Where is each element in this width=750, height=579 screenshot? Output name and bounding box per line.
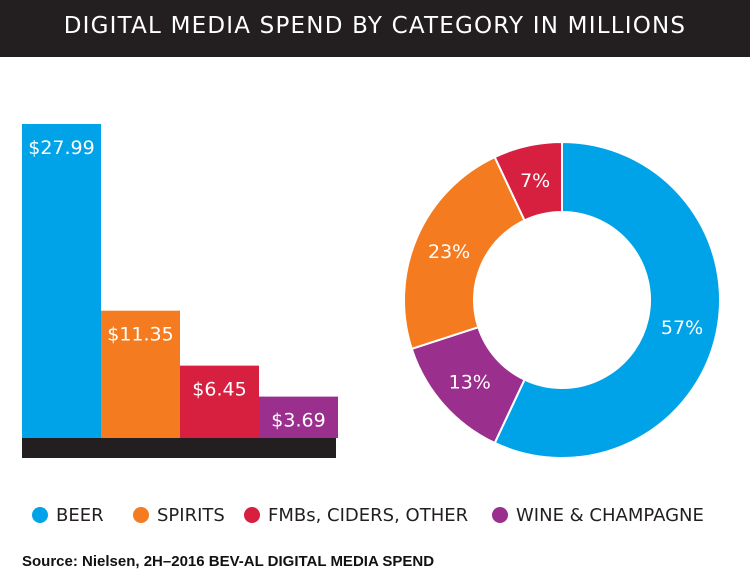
- legend-item-wine: WINE & CHAMPAGNE: [492, 500, 704, 530]
- donut-label-spirits: 23%: [428, 241, 470, 263]
- bar-beer: [22, 124, 101, 438]
- bar-label-fmbs-ciders-other: $6.45: [192, 379, 246, 401]
- bar-label-spirits: $11.35: [107, 324, 173, 346]
- bar-chart: $27.99 $11.35 $6.45 $3.69: [22, 124, 338, 458]
- donut-slice-beer: [493, 140, 721, 459]
- legend: BEER SPIRITS FMBs, CIDERS, OTHER WINE & …: [0, 500, 750, 530]
- legend-label-spirits: SPIRITS: [157, 504, 225, 526]
- bar-baseline: [22, 438, 336, 458]
- header-bar: DIGITAL MEDIA SPEND BY CATEGORY IN MILLI…: [0, 0, 750, 57]
- legend-item-beer: BEER: [32, 500, 104, 530]
- chart-title: DIGITAL MEDIA SPEND BY CATEGORY IN MILLI…: [63, 13, 687, 39]
- legend-item-spirits: SPIRITS: [133, 500, 225, 530]
- legend-swatch-wine: [492, 507, 508, 523]
- legend-swatch-beer: [32, 507, 48, 523]
- legend-swatch-fmbs: [244, 507, 260, 523]
- donut-label-fmbs-ciders-other: 7%: [520, 170, 550, 192]
- bar-spirits: [101, 310, 180, 438]
- bar-label-beer: $27.99: [28, 137, 94, 159]
- source-note: Source: Nielsen, 2H–2016 BEV-AL DIGITAL …: [22, 553, 435, 570]
- legend-label-beer: BEER: [56, 504, 104, 526]
- donut-label-beer: 57%: [661, 317, 703, 339]
- legend-swatch-spirits: [133, 507, 149, 523]
- donut-label-wine-champagne: 13%: [449, 371, 491, 393]
- donut-chart: 57% 13% 23% 7%: [403, 140, 721, 459]
- chart-canvas: $27.99 $11.35 $6.45 $3.69 57% 13% 23% 7%: [22, 124, 721, 459]
- donut-slice-fmbs-ciders-other: [493, 140, 563, 222]
- bar-wine-champagne: [259, 396, 338, 438]
- donut-slice-spirits: [403, 155, 526, 351]
- legend-item-fmbs: FMBs, CIDERS, OTHER: [244, 500, 468, 530]
- bar-fmbs-ciders-other: [180, 365, 259, 438]
- bar-label-wine-champagne: $3.69: [271, 410, 325, 432]
- legend-label-wine: WINE & CHAMPAGNE: [516, 504, 704, 526]
- legend-label-fmbs: FMBs, CIDERS, OTHER: [268, 504, 469, 526]
